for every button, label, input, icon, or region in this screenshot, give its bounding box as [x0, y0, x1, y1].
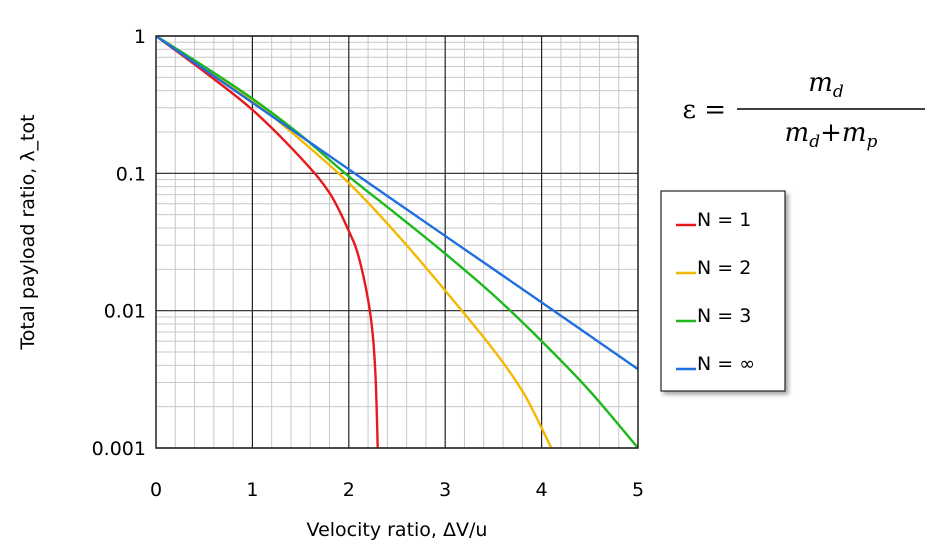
epsilon-formula: ε = md md+mp — [682, 68, 925, 152]
legend-label: N = 3 — [697, 305, 751, 327]
y-tick-label: 0.01 — [104, 301, 146, 323]
series-line-3 — [156, 36, 638, 448]
legend-items: N = 1 N = 2 N = 3 N = ∞ — [676, 209, 755, 375]
formula-lhs: ε = — [682, 95, 726, 125]
x-tick-label: 5 — [632, 479, 644, 501]
formula-denominator: md+mp — [785, 118, 878, 152]
legend-label: N = ∞ — [697, 353, 755, 375]
x-axis-label: Velocity ratio, ΔV/u — [307, 519, 488, 541]
formula-numerator: md — [808, 68, 844, 102]
x-tick-label: 3 — [439, 479, 451, 501]
plot-frame — [155, 35, 639, 449]
x-tick-label: 2 — [343, 479, 355, 501]
legend-label: N = 1 — [697, 209, 751, 231]
series-line-1 — [156, 36, 379, 448]
x-tick-label: 1 — [246, 479, 258, 501]
y-axis-label: Total payload ratio, λ_tot — [17, 114, 39, 350]
minor-grid — [156, 36, 638, 448]
y-tick-labels: 1 0.1 0.01 0.001 — [92, 26, 146, 460]
series-line-4 — [156, 36, 638, 371]
legend: N = 1 N = 2 N = 3 N = ∞ — [660, 190, 786, 392]
legend-label: N = 2 — [697, 257, 751, 279]
x-tick-labels: 0 1 2 3 4 5 — [150, 479, 644, 501]
y-tick-label: 1 — [134, 26, 146, 48]
y-tick-label: 0.1 — [116, 163, 146, 185]
y-tick-label: 0.001 — [92, 438, 146, 460]
x-tick-label: 0 — [150, 479, 162, 501]
x-tick-label: 4 — [536, 479, 548, 501]
series-lines — [156, 36, 638, 448]
major-grid — [156, 35, 638, 449]
plot-background — [156, 36, 638, 448]
